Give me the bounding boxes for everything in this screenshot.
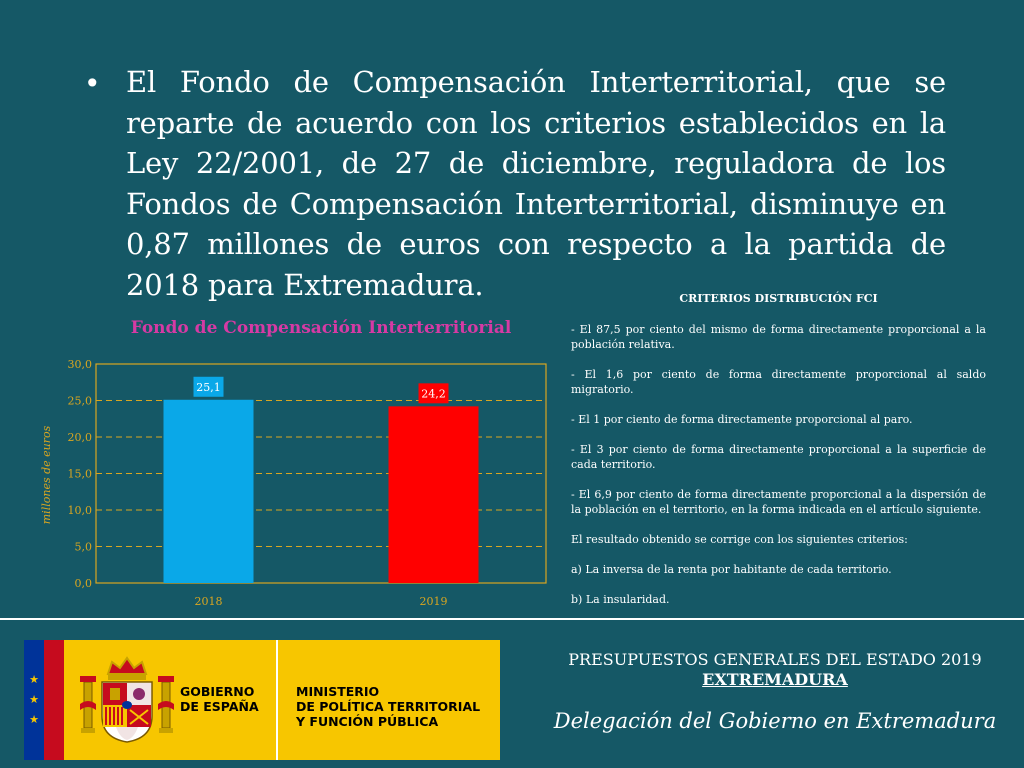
bullet-marker: • xyxy=(84,67,101,100)
data-label: 24,2 xyxy=(421,387,446,400)
region-title: EXTREMADURA xyxy=(702,670,848,689)
bullet-text: El Fondo de Compensación Interterritoria… xyxy=(126,65,946,302)
data-label-box xyxy=(418,383,449,404)
coat-of-arms-icon xyxy=(80,656,174,743)
axis-ticks: 0,0 5,0 10,0 15,0 20,0 25,0 30,0 2018 2019 xyxy=(68,358,448,608)
ministry-label: MINISTERIO DE POLÍTICA TERRITORIAL Y FUN… xyxy=(296,684,481,729)
y-tick-label: 25,0 xyxy=(68,395,93,408)
criteria-item: El resultado obtenido se corrige con los… xyxy=(571,533,908,546)
government-label: GOBIERNO DE ESPAÑA xyxy=(180,684,259,714)
footer-info: PRESUPUESTOS GENERALES DEL ESTADO 2019 E… xyxy=(540,650,1010,734)
criteria-item: - El 87,5 por ciento del mismo de forma … xyxy=(571,323,986,351)
y-tick-label: 15,0 xyxy=(68,468,93,481)
criteria-item: - El 6,9 por ciento de forma directament… xyxy=(571,488,986,516)
eu-stars-icon: ★ ★ ★ xyxy=(29,673,39,726)
x-tick-label: 2019 xyxy=(420,595,448,608)
eu-flag-strip xyxy=(24,640,44,760)
bar xyxy=(163,399,254,583)
criteria-item: - El 1,6 por ciento de forma directament… xyxy=(571,368,986,396)
spain-flag-strip xyxy=(44,640,64,760)
delegation-title: Delegación del Gobierno en Extremadura xyxy=(553,709,997,733)
criteria-item: a) La inversa de la renta por habitante … xyxy=(571,563,892,576)
y-tick-label: 30,0 xyxy=(68,358,93,371)
criteria-title: CRITERIOS DISTRIBUCIÓN FCI xyxy=(679,292,878,305)
bar xyxy=(388,406,479,583)
y-tick-label: 10,0 xyxy=(68,504,93,517)
criteria-item: - El 1 por ciento de forma directamente … xyxy=(571,413,913,426)
criteria-item: b) La insularidad. xyxy=(571,593,670,606)
data-label: 25,1 xyxy=(196,381,221,394)
data-label-box xyxy=(193,376,224,397)
y-tick-label: 20,0 xyxy=(68,431,93,444)
budget-title: PRESUPUESTOS GENERALES DEL ESTADO 2019 xyxy=(568,650,982,669)
y-tick-label: 5,0 xyxy=(75,541,93,554)
criteria-panel: CRITERIOS DISTRIBUCIÓN FCI - El 87,5 por… xyxy=(571,291,986,622)
government-logo-band: ★ ★ ★ GOBIERNO DE ESPAÑA MINISTERIO DE POL… xyxy=(24,640,500,760)
data-labels: 25,1 24,2 xyxy=(193,376,449,404)
y-tick-label: 0,0 xyxy=(75,577,93,590)
x-tick-label: 2018 xyxy=(195,595,223,608)
footer-divider xyxy=(0,618,1024,620)
bars xyxy=(163,399,479,583)
logo-separator xyxy=(276,640,278,760)
chart-title: Fondo de Compensación Interterritorial xyxy=(130,318,512,338)
bullet-point: • El Fondo de Compensación Interterritor… xyxy=(84,62,946,306)
y-axis-label: millones de euros xyxy=(40,425,53,524)
criteria-item: - El 3 por ciento de forma directamente … xyxy=(571,443,986,471)
